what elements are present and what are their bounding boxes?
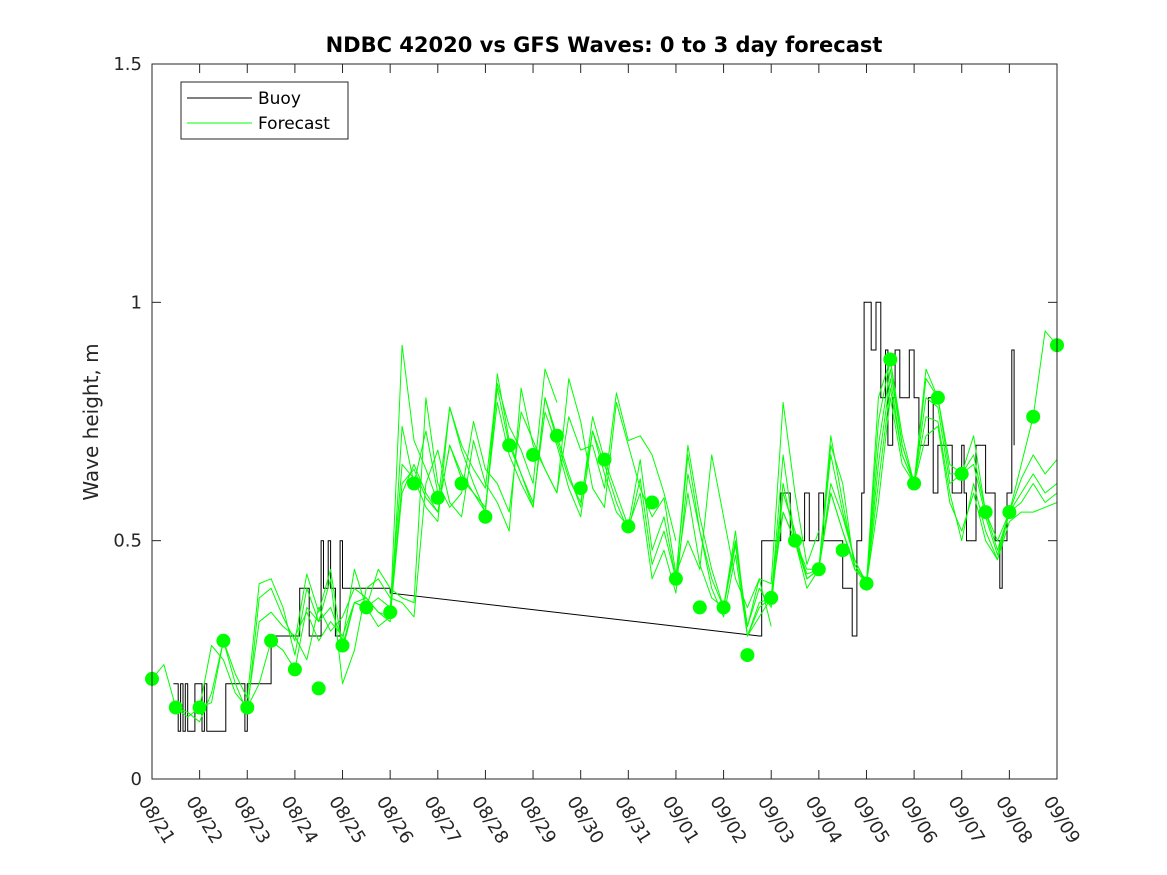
forecast-marker bbox=[311, 681, 326, 696]
forecast-line-9 bbox=[723, 368, 1058, 637]
y-tick-label: 1.5 bbox=[113, 54, 142, 75]
forecast-marker bbox=[454, 476, 469, 491]
forecast-marker bbox=[359, 600, 374, 615]
legend-forecast-label: Forecast bbox=[258, 114, 330, 134]
y-tick-label: 0.5 bbox=[113, 531, 142, 552]
forecast-marker bbox=[430, 490, 445, 505]
forecast-marker bbox=[192, 700, 207, 715]
forecast-marker bbox=[549, 428, 564, 443]
forecast-line-7 bbox=[389, 359, 915, 627]
legend-box bbox=[180, 81, 349, 140]
forecast-marker bbox=[621, 519, 636, 534]
forecast-marker bbox=[526, 447, 541, 462]
forecast-marker bbox=[978, 505, 993, 520]
plot-background bbox=[152, 64, 1057, 779]
forecast-marker bbox=[502, 438, 517, 453]
forecast-marker bbox=[692, 600, 707, 615]
forecast-marker bbox=[645, 495, 660, 510]
forecast-line-11 bbox=[818, 387, 1058, 585]
forecast-marker bbox=[764, 590, 779, 605]
forecast-marker bbox=[740, 648, 755, 663]
forecast-line-12 bbox=[866, 397, 1058, 584]
forecast-marker bbox=[168, 700, 183, 715]
legend-buoy-label: Buoy bbox=[258, 89, 301, 109]
forecast-marker bbox=[478, 509, 493, 524]
y-axis-label: Wave height, m bbox=[79, 343, 103, 500]
forecast-marker-layer bbox=[145, 338, 1064, 715]
forecast-marker bbox=[811, 562, 826, 577]
forecast-marker bbox=[240, 700, 255, 715]
forecast-marker bbox=[716, 600, 731, 615]
plot-area bbox=[145, 63, 1064, 780]
forecast-marker bbox=[1026, 409, 1041, 424]
forecast-line-3 bbox=[199, 392, 677, 713]
buoy-series-layer bbox=[173, 301, 1015, 732]
forecast-marker bbox=[407, 476, 421, 491]
forecast-marker bbox=[788, 533, 802, 548]
forecast-marker bbox=[573, 481, 588, 496]
forecast-marker bbox=[883, 352, 898, 367]
forecast-marker bbox=[859, 576, 874, 591]
y-tick-label: 0 bbox=[131, 769, 142, 790]
forecast-marker bbox=[597, 452, 612, 467]
legend: Buoy Forecast bbox=[180, 81, 349, 140]
forecast-marker bbox=[954, 466, 969, 481]
forecast-marker bbox=[907, 476, 922, 491]
y-tick-label: 1 bbox=[131, 292, 142, 313]
forecast-marker bbox=[335, 638, 350, 653]
forecast-marker bbox=[835, 543, 850, 558]
forecast-marker bbox=[1002, 505, 1017, 520]
chart-title: NDBC 42020 vs GFS Waves: 0 to 3 day fore… bbox=[326, 33, 883, 57]
forecast-marker bbox=[216, 633, 231, 648]
forecast-line-4 bbox=[246, 378, 772, 708]
forecast-marker bbox=[287, 662, 302, 677]
forecast-marker bbox=[930, 390, 945, 405]
plot-frame bbox=[151, 63, 1058, 780]
buoy-line bbox=[173, 301, 1015, 732]
forecast-marker bbox=[668, 571, 683, 586]
forecast-marker bbox=[383, 605, 398, 620]
forecast-marker bbox=[264, 633, 279, 648]
y-axis-ticks: 0 0.5 1 1.5 bbox=[113, 54, 1057, 790]
